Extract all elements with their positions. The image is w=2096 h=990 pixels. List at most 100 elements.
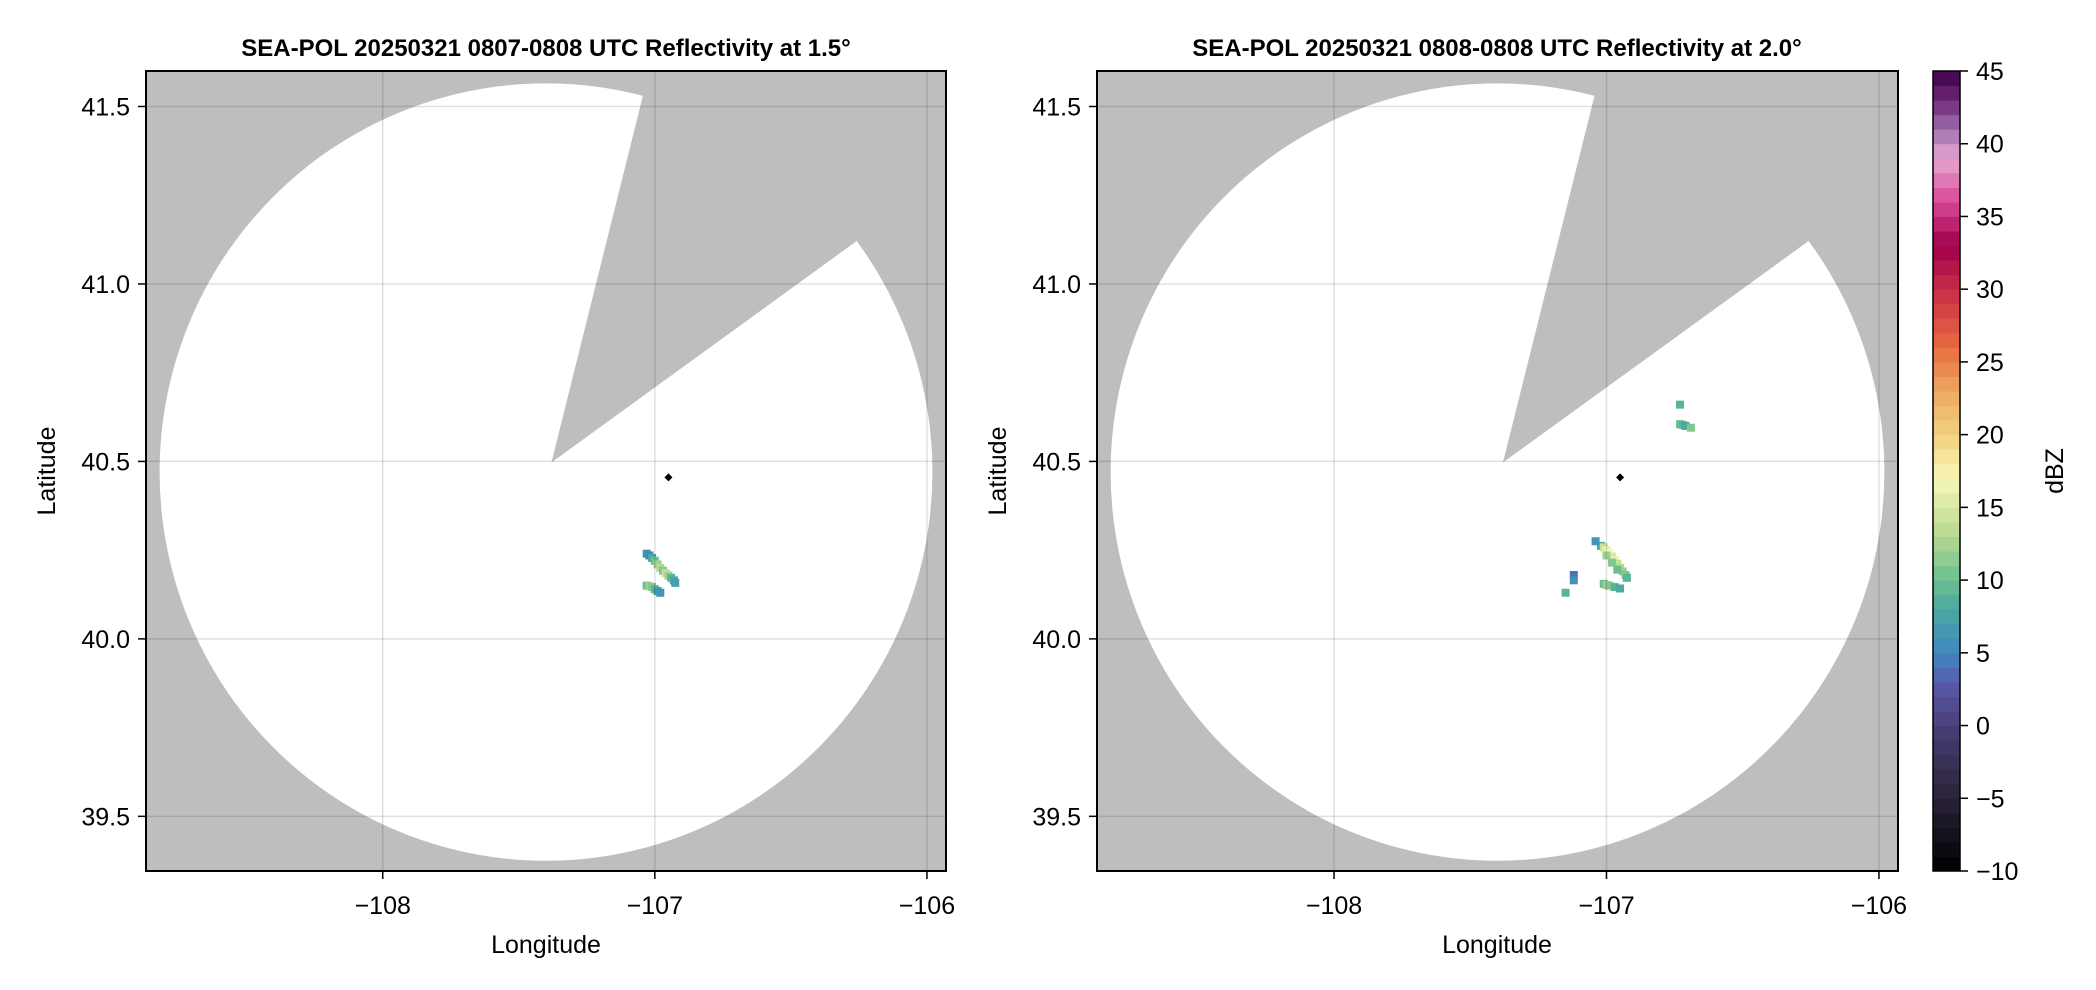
colorbar-tick-label: 10 (1976, 567, 2004, 595)
colorbar-bin (1933, 361, 1960, 377)
axes-frame (1096, 70, 1899, 872)
colorbar-bin (1933, 478, 1960, 494)
echo-cell (1602, 551, 1611, 560)
colorbar-bin (1933, 187, 1960, 203)
colorbar-bin (1933, 696, 1960, 712)
echo-cell (1613, 565, 1622, 574)
panel-right: SEA-POL 20250321 0808-0808 UTC Reflectiv… (984, 35, 1907, 959)
echo-cell (1607, 558, 1616, 567)
x-tick-label: −107 (627, 892, 683, 920)
colorbar-bin (1933, 231, 1960, 247)
echo-cell (1616, 584, 1625, 593)
chart-title: SEA-POL 20250321 0808-0808 UTC Reflectiv… (1192, 35, 1801, 62)
x-tick-label: −108 (355, 892, 411, 920)
plot-area (146, 71, 946, 871)
colorbar-bin (1933, 740, 1960, 756)
plot-area (1097, 71, 1898, 871)
colorbar-bin (1933, 551, 1960, 567)
colorbar-tick-label: −10 (1976, 858, 2018, 886)
chart-title: SEA-POL 20250321 0807-0808 UTC Reflectiv… (241, 35, 850, 62)
y-tick-label: 40.5 (81, 448, 130, 476)
colorbar-bin (1933, 114, 1960, 130)
colorbar-bin (1933, 85, 1960, 101)
colorbar-bin (1933, 391, 1960, 407)
colorbar-bin (1933, 129, 1960, 145)
x-axis-label: Longitude (491, 931, 601, 959)
colorbar-tick-label: 30 (1976, 276, 2004, 304)
colorbar-bin (1933, 449, 1960, 465)
x-tick-label: −106 (899, 892, 955, 920)
echo-cell (1605, 581, 1614, 590)
x-tick-label: −106 (1851, 892, 1907, 920)
colorbar-bin (1933, 420, 1960, 436)
y-tick-label: 40.5 (1032, 448, 1081, 476)
colorbar-bin (1933, 638, 1960, 654)
colorbar-bin (1933, 841, 1960, 857)
colorbar-tick-label: 45 (1976, 58, 2004, 86)
colorbar-tick-label: 35 (1976, 203, 2004, 231)
colorbar-bin (1933, 303, 1960, 319)
colorbar-bin (1933, 332, 1960, 348)
colorbar-bin (1933, 216, 1960, 232)
x-tick-label: −107 (1578, 892, 1634, 920)
y-tick-label: 39.5 (81, 803, 130, 831)
colorbar-bin (1933, 594, 1960, 610)
echo-cell (1610, 583, 1619, 592)
colorbar-tick-label: 15 (1976, 494, 2004, 522)
blocked-sector (1502, 71, 1898, 463)
colorbar-bin (1933, 100, 1960, 116)
colorbar-bin (1933, 536, 1960, 552)
x-axis-label: Longitude (1442, 931, 1552, 959)
colorbar-tick-label: 5 (1976, 640, 1990, 668)
colorbar-bin (1933, 681, 1960, 697)
colorbar-bin (1933, 463, 1960, 479)
colorbar-bin (1933, 711, 1960, 727)
echo-cell (1569, 570, 1578, 579)
colorbar-label: dBZ (2041, 448, 2069, 494)
colorbar-bin (1933, 492, 1960, 508)
colorbar-bin (1933, 201, 1960, 217)
colorbar-bin (1933, 623, 1960, 639)
colorbar-bin (1933, 245, 1960, 261)
y-tick-label: 40.0 (81, 626, 130, 654)
colorbar-tick-label: 20 (1976, 422, 2004, 450)
echo-cell (671, 578, 680, 587)
colorbar-bin (1933, 172, 1960, 188)
colorbar: dBZ −10 −5 0 5 10 15 20 25 30 35 40 45 (1932, 58, 2069, 886)
site-marker (664, 473, 673, 482)
y-tick-label: 41.0 (1032, 271, 1081, 299)
colorbar-bin (1933, 274, 1960, 290)
site-marker (1616, 473, 1625, 482)
colorbar-bin (1933, 143, 1960, 159)
colorbar-tick-label: 0 (1976, 713, 1990, 741)
colorbar-bin (1933, 798, 1960, 814)
colorbar-bin (1933, 376, 1960, 392)
colorbar-tick-label: 25 (1976, 349, 2004, 377)
colorbar-bin (1933, 580, 1960, 596)
y-tick-label: 41.0 (81, 271, 130, 299)
y-tick-label: 39.5 (1032, 803, 1081, 831)
colorbar-bin (1933, 434, 1960, 450)
y-tick-label: 40.0 (1032, 626, 1081, 654)
colorbar-bin (1933, 521, 1960, 537)
y-tick-label: 41.5 (81, 93, 130, 121)
colorbar-bin (1933, 609, 1960, 625)
y-axis-label: Latitude (33, 427, 61, 516)
colorbar-tick-label: 40 (1976, 131, 2004, 159)
panel-left: SEA-POL 20250321 0807-0808 UTC Reflectiv… (33, 35, 955, 959)
echo-cell (1676, 400, 1685, 409)
blocked-sector (551, 71, 946, 463)
colorbar-bin (1933, 565, 1960, 581)
echo-cell (1569, 576, 1578, 585)
colorbar-bin (1933, 769, 1960, 785)
colorbar-bin (1933, 405, 1960, 421)
echo-cell (1686, 423, 1695, 432)
colorbar-bin (1933, 667, 1960, 683)
y-tick-label: 41.5 (1032, 93, 1081, 121)
colorbar-bin (1933, 260, 1960, 276)
colorbar-bin (1933, 652, 1960, 668)
axes-frame (145, 70, 947, 872)
colorbar-bin (1933, 812, 1960, 828)
colorbar-bin (1933, 725, 1960, 741)
